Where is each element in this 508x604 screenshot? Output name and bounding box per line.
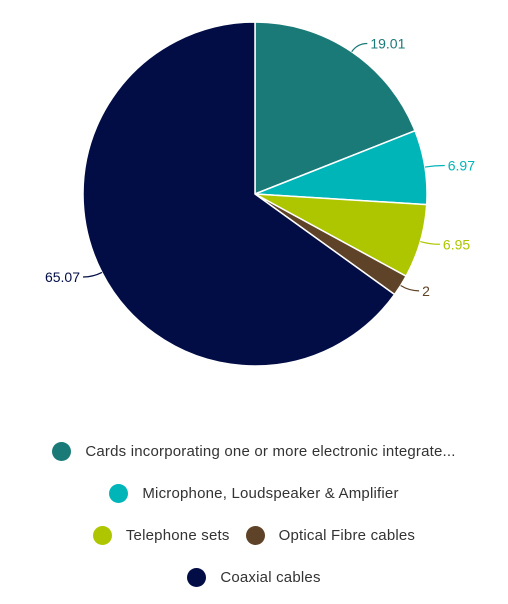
legend-marker-optical [245,525,265,545]
data-label-connector-microphone [424,164,445,168]
legend-label-cards: Cards incorporating one or more electron… [85,442,456,460]
legend-marker-microphone [109,483,129,503]
legend-label-microphone: Microphone, Loudspeaker & Amplifier [142,484,399,502]
data-label-cards: 19.01 [370,36,405,52]
legend-marker-coaxial [187,567,207,587]
data-label-coaxial: 65.07 [45,269,80,285]
pie-chart-svg: 19.01 6.97 6.95 2 65.07 [45,21,475,367]
legend-row-2: Microphone, Loudspeaker & Amplifier [0,472,508,514]
data-label-connector-cards [351,42,368,53]
legend-item-microphone[interactable]: Microphone, Loudspeaker & Amplifier [109,483,399,503]
legend-item-optical[interactable]: Optical Fibre cables [245,525,416,545]
legend-marker-telephone [92,525,112,545]
data-label-connector-coaxial [83,271,103,278]
pie-slice-coaxial[interactable] [82,21,396,367]
legend-item-cards[interactable]: Cards incorporating one or more electron… [52,441,456,461]
legend: Cards incorporating one or more electron… [0,430,508,598]
legend-row-3: Telephone sets Optical Fibre cables [0,514,508,556]
legend-item-coaxial[interactable]: Coaxial cables [187,567,321,587]
legend-item-telephone[interactable]: Telephone sets [92,525,230,545]
data-label-telephone: 6.95 [443,236,470,252]
legend-row-1: Cards incorporating one or more electron… [0,430,508,472]
data-label-connector-telephone [420,240,440,245]
legend-label-coaxial: Coaxial cables [220,568,321,586]
pie-slice-cards[interactable] [254,21,416,196]
legend-label-optical: Optical Fibre cables [278,526,416,544]
legend-marker-cards [52,441,72,461]
data-label-optical: 2 [422,283,430,299]
legend-label-telephone: Telephone sets [125,526,230,544]
data-label-connector-optical [400,285,420,292]
data-label-microphone: 6.97 [448,157,475,173]
legend-row-4: Coaxial cables [0,556,508,598]
